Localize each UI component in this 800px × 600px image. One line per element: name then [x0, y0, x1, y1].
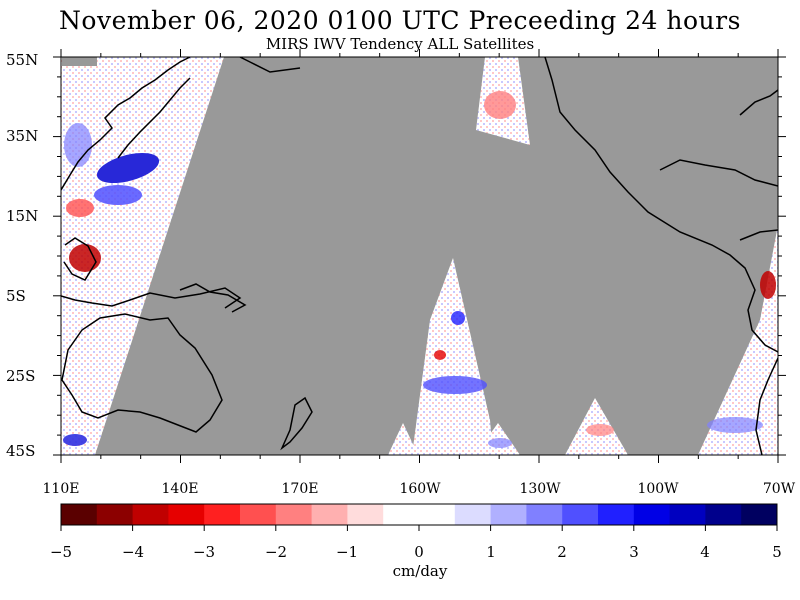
- drying-spot: [434, 350, 446, 360]
- coastline-north-america-west: [544, 57, 778, 353]
- map-title: November 06, 2020 0100 UTC Preceeding 24…: [59, 6, 741, 35]
- colorbar-tick-label: −3: [192, 543, 216, 561]
- lat-label-5s: 5S: [6, 287, 26, 305]
- colorbar-swatch: [526, 504, 563, 525]
- colorbar-swatch: [168, 504, 205, 525]
- lon-label-130w: 130W: [519, 481, 561, 497]
- coastline-atlantic: [739, 89, 778, 116]
- colorbar-swatch: [490, 504, 527, 525]
- coastline-gulf-caribbean: [659, 159, 778, 187]
- lon-label-140e: 140E: [161, 481, 199, 497]
- moistening-patch-south-america: [707, 417, 763, 433]
- colorbar-tick-label: −2: [264, 543, 288, 561]
- lon-label-70w: 70W: [762, 481, 796, 497]
- coastline-australia: [61, 313, 223, 433]
- lat-label-55n: 55N: [6, 51, 39, 69]
- coastline-new-zealand: [280, 396, 313, 451]
- colorbar-tick-label: 1: [486, 543, 496, 561]
- colorbar-swatch: [311, 504, 348, 525]
- drying-patch-north: [484, 91, 516, 119]
- moistening-patch-china: [64, 123, 92, 167]
- map-plot-area: [61, 57, 778, 455]
- colorbar-swatch: [383, 504, 420, 525]
- colorbar: [61, 504, 778, 525]
- colorbar-swatch: [204, 504, 241, 525]
- swath-gap: [62, 57, 97, 66]
- coastline-indonesia: [61, 287, 242, 309]
- coastline-philippines: [63, 237, 97, 281]
- colorbar-swatch: [741, 504, 778, 525]
- colorbar-tick-label: −5: [49, 543, 73, 561]
- colorbar-swatch: [454, 504, 492, 525]
- lat-label-15n: 15N: [6, 207, 39, 225]
- coastline-new-guinea: [179, 283, 247, 313]
- coastline-caribbean-islands: [739, 229, 778, 241]
- lon-label-160w: 160W: [399, 481, 441, 497]
- colorbar-tick-label: 5: [772, 543, 782, 561]
- colorbar-tick-label: 2: [557, 543, 567, 561]
- colorbar-units: cm/day: [392, 562, 448, 580]
- coastlines: [61, 57, 778, 455]
- colorbar-swatch: [240, 504, 277, 525]
- colorbar-swatch: [347, 504, 384, 525]
- colorbar-swatch: [96, 504, 134, 525]
- swath-south-central: [412, 258, 493, 455]
- coastline-japan: [117, 77, 191, 159]
- colorbar-tick-label: 3: [629, 543, 639, 561]
- lat-label-25s: 25S: [6, 367, 36, 385]
- colorbar-swatch: [61, 504, 98, 525]
- moistening-patch-small: [488, 438, 512, 448]
- coastline-east-asia: [61, 57, 191, 191]
- map-ticks: [53, 49, 786, 463]
- swath-southwest-small: [388, 423, 418, 455]
- drying-patch-philippines: [69, 244, 101, 272]
- lat-label-35n: 35N: [6, 127, 39, 145]
- colorbar-swatch: [598, 504, 635, 525]
- swath-east-pacific: [698, 225, 778, 455]
- moistening-band-east-asia: [96, 152, 160, 184]
- colorbar-swatch: [669, 504, 706, 525]
- colorbar-tick-label: 0: [414, 543, 424, 561]
- lat-label-45s: 45S: [6, 442, 36, 460]
- colorbar-ticks: [60, 525, 778, 531]
- colorbar-swatch: [132, 504, 169, 525]
- drying-patch-southeast: [586, 424, 614, 436]
- swath-west-pacific: [61, 57, 224, 455]
- satellite-swaths: [61, 57, 778, 455]
- map-subtitle: MIRS IWV Tendency ALL Satellites: [265, 35, 535, 53]
- coastline-russia: [239, 57, 301, 73]
- lon-label-110e: 110E: [42, 481, 80, 497]
- drying-patch-central-america: [760, 271, 776, 299]
- colorbar-swatch: [562, 504, 599, 525]
- drying-patch: [66, 199, 94, 217]
- colorbar-tick-label: −1: [335, 543, 359, 561]
- colorbar-swatch: [633, 504, 671, 525]
- lon-label-100w: 100W: [637, 481, 679, 497]
- moistening-band-south: [423, 376, 487, 394]
- moistening-patch-southwest: [63, 434, 87, 446]
- colorbar-swatch: [275, 504, 313, 525]
- colorbar-tick-label: 4: [700, 543, 710, 561]
- lon-label-170e: 170E: [281, 481, 319, 497]
- moistening-patch: [94, 185, 142, 205]
- colorbar-tick-label: −4: [121, 543, 145, 561]
- colorbar-swatch: [419, 504, 456, 525]
- tendency-features: [63, 91, 776, 448]
- coastline-south-america-west: [755, 357, 778, 455]
- colorbar-swatch: [705, 504, 742, 525]
- moistening-spot: [451, 311, 465, 325]
